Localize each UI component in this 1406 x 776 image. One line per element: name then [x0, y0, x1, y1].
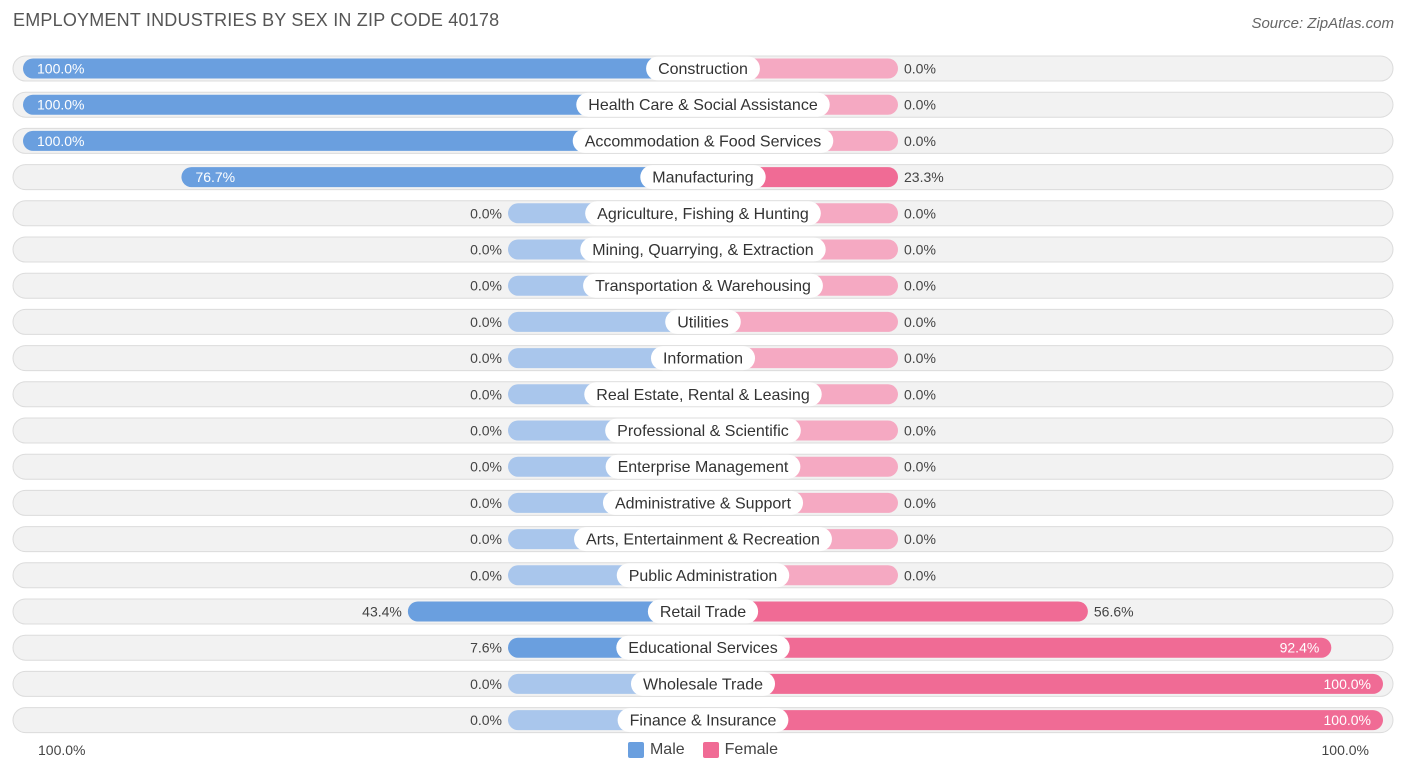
axis-right-label: 100.0%: [1321, 742, 1369, 758]
category-label: Health Care & Social Assistance: [588, 97, 818, 114]
category-label-bg: [640, 165, 766, 190]
value-label-female: 56.6%: [1094, 604, 1134, 620]
value-label-male: 0.0%: [470, 712, 502, 728]
chart-source: Source: ZipAtlas.com: [1251, 15, 1394, 32]
category-label-bg: [605, 418, 801, 443]
value-label-male: 100.0%: [37, 61, 84, 77]
bar-male: [508, 311, 703, 332]
category-label: Agriculture, Fishing & Hunting: [597, 206, 809, 223]
category-label: Transportation & Warehousing: [595, 278, 811, 295]
value-label-female: 0.0%: [904, 423, 936, 439]
category-label-bg: [617, 708, 789, 733]
category-label-bg: [576, 92, 830, 117]
category-label: Real Estate, Rental & Leasing: [596, 387, 809, 404]
category-label: Retail Trade: [660, 604, 746, 621]
category-label-bg: [580, 237, 826, 262]
legend: Male Female: [0, 741, 1406, 759]
value-label-female: 92.4%: [1280, 640, 1320, 656]
axis-left-label: 100.0%: [38, 742, 86, 758]
category-label: Finance & Insurance: [630, 713, 777, 730]
category-label: Accommodation & Food Services: [585, 133, 822, 150]
value-label-male: 0.0%: [470, 567, 502, 583]
value-label-female: 0.0%: [904, 531, 936, 547]
category-label-bg: [647, 599, 759, 624]
chart-plot: Construction 100.0% 0.0% Health Care & Soci…: [12, 55, 1394, 734]
value-label-male: 0.0%: [470, 278, 502, 294]
value-label-female: 0.0%: [904, 567, 936, 583]
value-label-male: 100.0%: [37, 133, 84, 149]
category-label-bg: [646, 56, 760, 81]
value-label-female: 100.0%: [1324, 676, 1371, 692]
legend-item-male: Male: [627, 741, 685, 759]
category-label-bg: [616, 635, 790, 660]
category-label: Mining, Quarrying, & Extraction: [592, 242, 813, 259]
value-label-female: 0.0%: [904, 459, 936, 475]
value-label-female: 0.0%: [904, 205, 936, 221]
category-label: Manufacturing: [652, 170, 753, 187]
legend-swatch-male: [627, 742, 644, 758]
category-label-bg: [665, 309, 741, 334]
value-label-female: 23.3%: [904, 169, 944, 185]
bar-male: [23, 58, 703, 79]
value-label-female: 0.0%: [904, 314, 936, 330]
value-label-male: 0.0%: [470, 386, 502, 402]
category-label-bg: [585, 201, 821, 226]
value-label-female: 0.0%: [904, 386, 936, 402]
category-label-bg: [616, 563, 790, 588]
value-label-female: 0.0%: [904, 61, 936, 77]
category-label-bg: [574, 527, 832, 552]
value-label-female: 0.0%: [904, 133, 936, 149]
value-label-female: 0.0%: [904, 495, 936, 511]
value-label-female: 0.0%: [904, 242, 936, 258]
value-label-female: 0.0%: [904, 350, 936, 366]
category-label: Information: [663, 351, 743, 368]
value-label-male: 0.0%: [470, 531, 502, 547]
chart-title: EMPLOYMENT INDUSTRIES BY SEX IN ZIP CODE…: [13, 10, 500, 30]
bar-female: [703, 710, 1383, 731]
bar-male: [181, 167, 703, 188]
category-label-bg: [605, 454, 801, 479]
category-label-bg: [584, 382, 822, 407]
value-label-male: 0.0%: [470, 314, 502, 330]
legend-item-female: Female: [702, 741, 779, 759]
value-label-female: 100.0%: [1324, 712, 1371, 728]
category-label-bg: [630, 671, 776, 696]
bar-female: [703, 673, 1383, 694]
category-label: Administrative & Support: [615, 495, 792, 512]
value-label-male: 0.0%: [470, 205, 502, 221]
category-label-bg: [650, 346, 756, 371]
category-label: Construction: [658, 61, 748, 78]
category-label-bg: [602, 490, 804, 515]
value-label-male: 0.0%: [470, 676, 502, 692]
category-label: Wholesale Trade: [643, 676, 763, 693]
category-label: Educational Services: [628, 640, 777, 657]
value-label-male: 43.4%: [362, 604, 402, 620]
legend-label-male: Male: [649, 741, 685, 758]
category-label-bg: [572, 128, 834, 153]
value-label-male: 0.0%: [470, 242, 502, 258]
value-label-female: 0.0%: [904, 278, 936, 294]
legend-swatch-female: [702, 742, 719, 758]
bar-female: [703, 601, 1088, 622]
category-label: Arts, Entertainment & Recreation: [586, 532, 820, 549]
value-label-male: 0.0%: [470, 459, 502, 475]
bar-male: [23, 130, 703, 151]
value-label-male: 100.0%: [37, 97, 84, 113]
category-label: Utilities: [677, 314, 729, 331]
bar-female: [703, 311, 898, 332]
bar-male: [23, 94, 703, 115]
category-label: Professional & Scientific: [617, 423, 789, 440]
category-label: Enterprise Management: [618, 459, 789, 476]
value-label-male: 0.0%: [470, 423, 502, 439]
value-label-male: 76.7%: [195, 169, 235, 185]
category-label-bg: [583, 273, 823, 298]
bar-female: [703, 637, 1332, 658]
value-label-male: 7.6%: [470, 640, 502, 656]
value-label-male: 0.0%: [470, 495, 502, 511]
category-label: Public Administration: [629, 568, 778, 585]
value-label-male: 0.0%: [470, 350, 502, 366]
value-label-female: 0.0%: [904, 97, 936, 113]
bar-male: [407, 601, 703, 622]
legend-label-female: Female: [724, 741, 779, 758]
